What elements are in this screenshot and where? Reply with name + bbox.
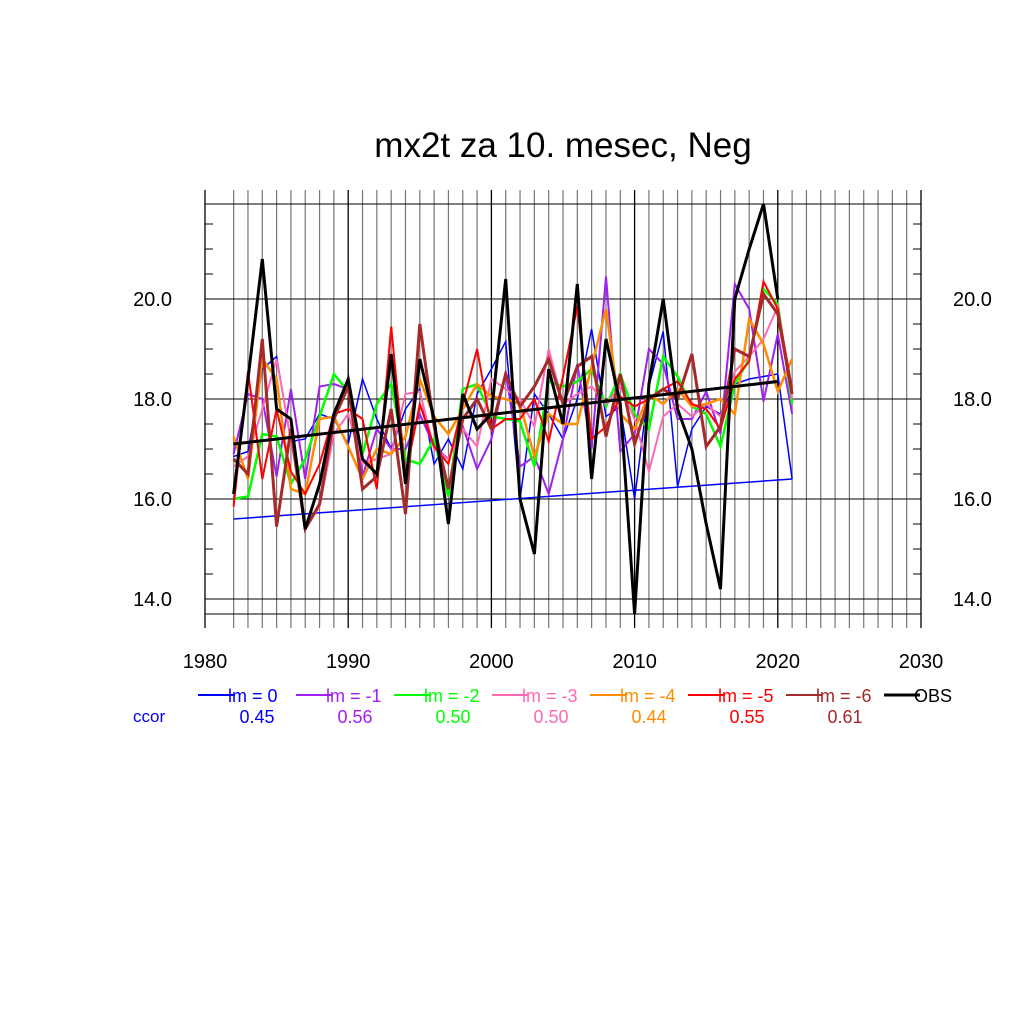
- legend-ccor-value: 0.50: [435, 707, 470, 727]
- legend-label: lm = -2: [424, 686, 480, 706]
- x-tick-label: 2010: [612, 651, 657, 673]
- y-tick-label-right: 20.0: [953, 289, 992, 311]
- series-line-7: [232, 203, 780, 615]
- legend-label: lm = -4: [620, 686, 676, 706]
- y-tick-label-right: 18.0: [953, 389, 992, 411]
- x-tick-label: 1990: [326, 651, 371, 673]
- chart-title: mx2t za 10. mesec, Neg: [374, 126, 751, 165]
- legend-ccor-value: 0.56: [337, 707, 372, 727]
- ccor-label: ccor: [133, 707, 165, 726]
- legend-ccor-value: 0.61: [827, 707, 862, 727]
- legend-ccor-value: 0.44: [631, 707, 666, 727]
- y-tick-label-right: 16.0: [953, 489, 992, 511]
- y-tick-label-left: 20.0: [133, 289, 172, 311]
- x-tick-label: 1980: [183, 651, 228, 673]
- y-tick-label-left: 18.0: [133, 389, 172, 411]
- legend-ccor-value: 0.55: [729, 707, 764, 727]
- x-tick-label: 2000: [469, 651, 514, 673]
- y-tick-label-right: 14.0: [953, 589, 992, 611]
- legend-label: lm = -3: [522, 686, 578, 706]
- axes: 1980 1990 2000 2010 2020 2030 14.0 14.0 16.0 16.0…: [133, 223, 992, 673]
- legend-label: lm = -6: [816, 686, 872, 706]
- x-tick-label: 2030: [899, 651, 944, 673]
- grid: [204, 190, 922, 628]
- series-lines: [232, 203, 794, 615]
- legend-ccor-value: 0.50: [533, 707, 568, 727]
- trend-line-7: [233, 380, 778, 446]
- legend-label: lm = 0: [228, 686, 278, 706]
- legend-label: lm = -1: [326, 686, 382, 706]
- y-tick-label-left: 14.0: [133, 589, 172, 611]
- legend-ccor-value: 0.45: [239, 707, 274, 727]
- x-tick-label: 2020: [756, 651, 801, 673]
- legend-label: OBS: [914, 686, 952, 706]
- legend-label: lm = -5: [718, 686, 774, 706]
- y-tick-label-left: 16.0: [133, 489, 172, 511]
